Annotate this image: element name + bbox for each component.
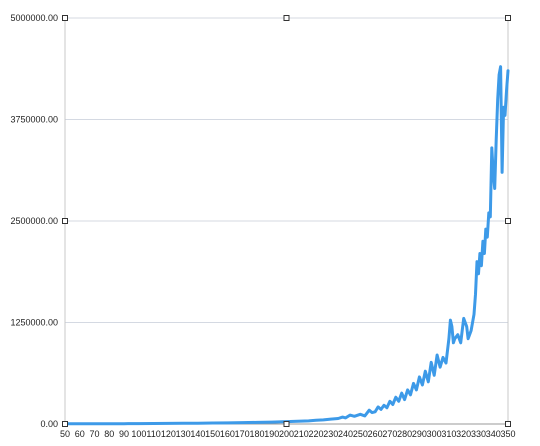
x-tick-label: 350 [500, 429, 515, 439]
y-tick-label: 1250000.00 [10, 318, 58, 328]
x-tick-label: 130 [176, 429, 191, 439]
series-line [63, 65, 510, 426]
x-tick-label: 340 [486, 429, 501, 439]
x-tick-label: 220 [309, 429, 324, 439]
x-tick-label: 70 [90, 429, 100, 439]
x-tick-label: 240 [338, 429, 353, 439]
resize-handle[interactable] [283, 15, 290, 21]
x-tick-label: 300 [427, 429, 442, 439]
x-tick-label: 270 [382, 429, 397, 439]
resize-handle[interactable] [505, 15, 511, 21]
resize-handle[interactable] [62, 15, 68, 21]
resize-handle[interactable] [62, 218, 68, 224]
x-tick-label: 160 [220, 429, 235, 439]
x-tick-label: 110 [146, 429, 160, 439]
x-tick-label: 330 [471, 429, 486, 439]
x-tick-label: 50 [60, 429, 70, 439]
x-tick-label: 100 [131, 429, 146, 439]
resize-handle[interactable] [283, 421, 290, 427]
resize-handle[interactable] [505, 218, 511, 224]
x-tick-label: 170 [235, 429, 250, 439]
y-tick-label: 2500000.00 [10, 216, 58, 226]
y-tick-label: 5000000.00 [10, 13, 58, 23]
x-tick-label: 210 [294, 429, 309, 439]
x-tick-label: 120 [161, 429, 176, 439]
x-tick-label: 320 [456, 429, 471, 439]
selection-handles[interactable] [62, 15, 511, 427]
x-tick-label: 280 [397, 429, 412, 439]
y-tick-label: 0.00 [40, 419, 58, 429]
x-axis-ticks: 50 60 70 80 90 100 110 120 130 140 150 160 170 180 190… [60, 429, 516, 439]
series-group [63, 65, 510, 426]
resize-handle[interactable] [505, 421, 511, 427]
x-tick-label: 310 [441, 429, 456, 439]
y-axis-ticks: 0.00 1250000.00 2500000.00 3750000.00 500000… [10, 13, 58, 429]
x-tick-label: 190 [264, 429, 279, 439]
x-tick-label: 60 [75, 429, 85, 439]
x-tick-label: 230 [323, 429, 338, 439]
x-tick-label: 200 [279, 429, 294, 439]
x-tick-label: 80 [104, 429, 114, 439]
x-tick-label: 290 [412, 429, 427, 439]
x-tick-label: 260 [368, 429, 383, 439]
resize-handle[interactable] [62, 421, 68, 427]
x-tick-label: 150 [205, 429, 220, 439]
x-tick-label: 90 [119, 429, 129, 439]
x-tick-label: 140 [190, 429, 205, 439]
x-tick-label: 250 [353, 429, 368, 439]
y-tick-label: 3750000.00 [10, 115, 58, 125]
x-tick-label: 180 [249, 429, 264, 439]
